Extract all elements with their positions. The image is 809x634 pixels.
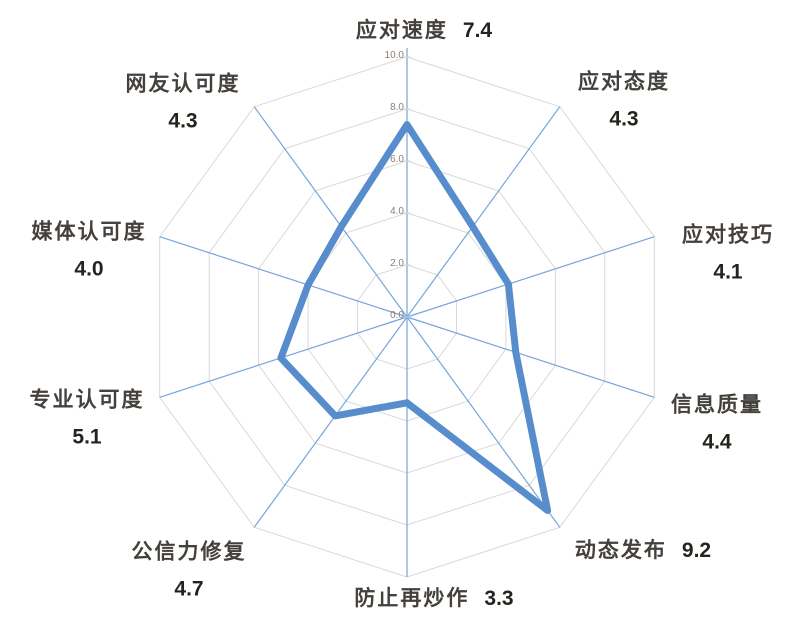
category-label: 专业认可度: [29, 388, 145, 412]
radial-tick-label: 2.0: [390, 258, 404, 269]
data-series-polygon: [277, 121, 552, 514]
category-label-group: 应对技巧 4.1: [682, 221, 774, 288]
radial-tick-label: 4.0: [390, 206, 404, 217]
radial-tick-label: 6.0: [390, 154, 404, 165]
category-label: 应对速度: [355, 19, 448, 42]
category-value: 9.2: [681, 539, 712, 562]
category-label-group: 媒体认可度 4.0: [32, 218, 147, 285]
category-label: 网友认可度: [125, 72, 241, 96]
category-label-group: 应对态度 4.3: [578, 68, 670, 135]
category-value: 4.0: [74, 257, 104, 281]
category-label-group: 专业认可度 5.1: [30, 386, 145, 453]
category-value: 5.1: [72, 425, 102, 449]
category-value: 7.4: [462, 19, 493, 42]
category-label-group: 网友认可度 4.3: [126, 70, 241, 137]
axis-spoke: [159, 236, 408, 318]
category-value: 4.3: [168, 109, 198, 133]
radial-tick-label: 10.0: [384, 50, 404, 61]
category-label: 应对态度: [578, 70, 670, 94]
category-value: 4.3: [609, 107, 639, 131]
axis-spoke: [406, 316, 655, 398]
axis-spoke: [406, 236, 655, 318]
category-label: 防止再炒作: [354, 587, 470, 610]
axis-spoke: [253, 106, 408, 318]
radial-tick-label: 0.0: [390, 310, 404, 321]
category-label: 信息质量: [671, 393, 763, 417]
category-label-group: 公信力修复 4.7: [132, 538, 247, 605]
category-label-group: 应对速度 7.4: [356, 16, 492, 46]
category-value: 4.7: [174, 577, 204, 601]
category-label: 媒体认可度: [31, 220, 147, 244]
category-value: 3.3: [484, 587, 514, 610]
category-label-group: 动态发布 9.2: [575, 536, 711, 566]
category-value: 4.1: [713, 260, 743, 284]
category-label: 动态发布: [574, 539, 667, 562]
axis-spoke: [406, 106, 561, 318]
axis-spoke: [406, 316, 561, 528]
category-label: 应对技巧: [682, 223, 774, 247]
category-value: 4.4: [702, 430, 732, 454]
axis-spoke: [253, 316, 408, 528]
category-label-group: 防止再炒作 3.3: [354, 584, 513, 614]
radial-tick-label: 8.0: [390, 102, 404, 113]
category-label-group: 信息质量 4.4: [671, 391, 763, 458]
category-label: 公信力修复: [131, 540, 247, 564]
